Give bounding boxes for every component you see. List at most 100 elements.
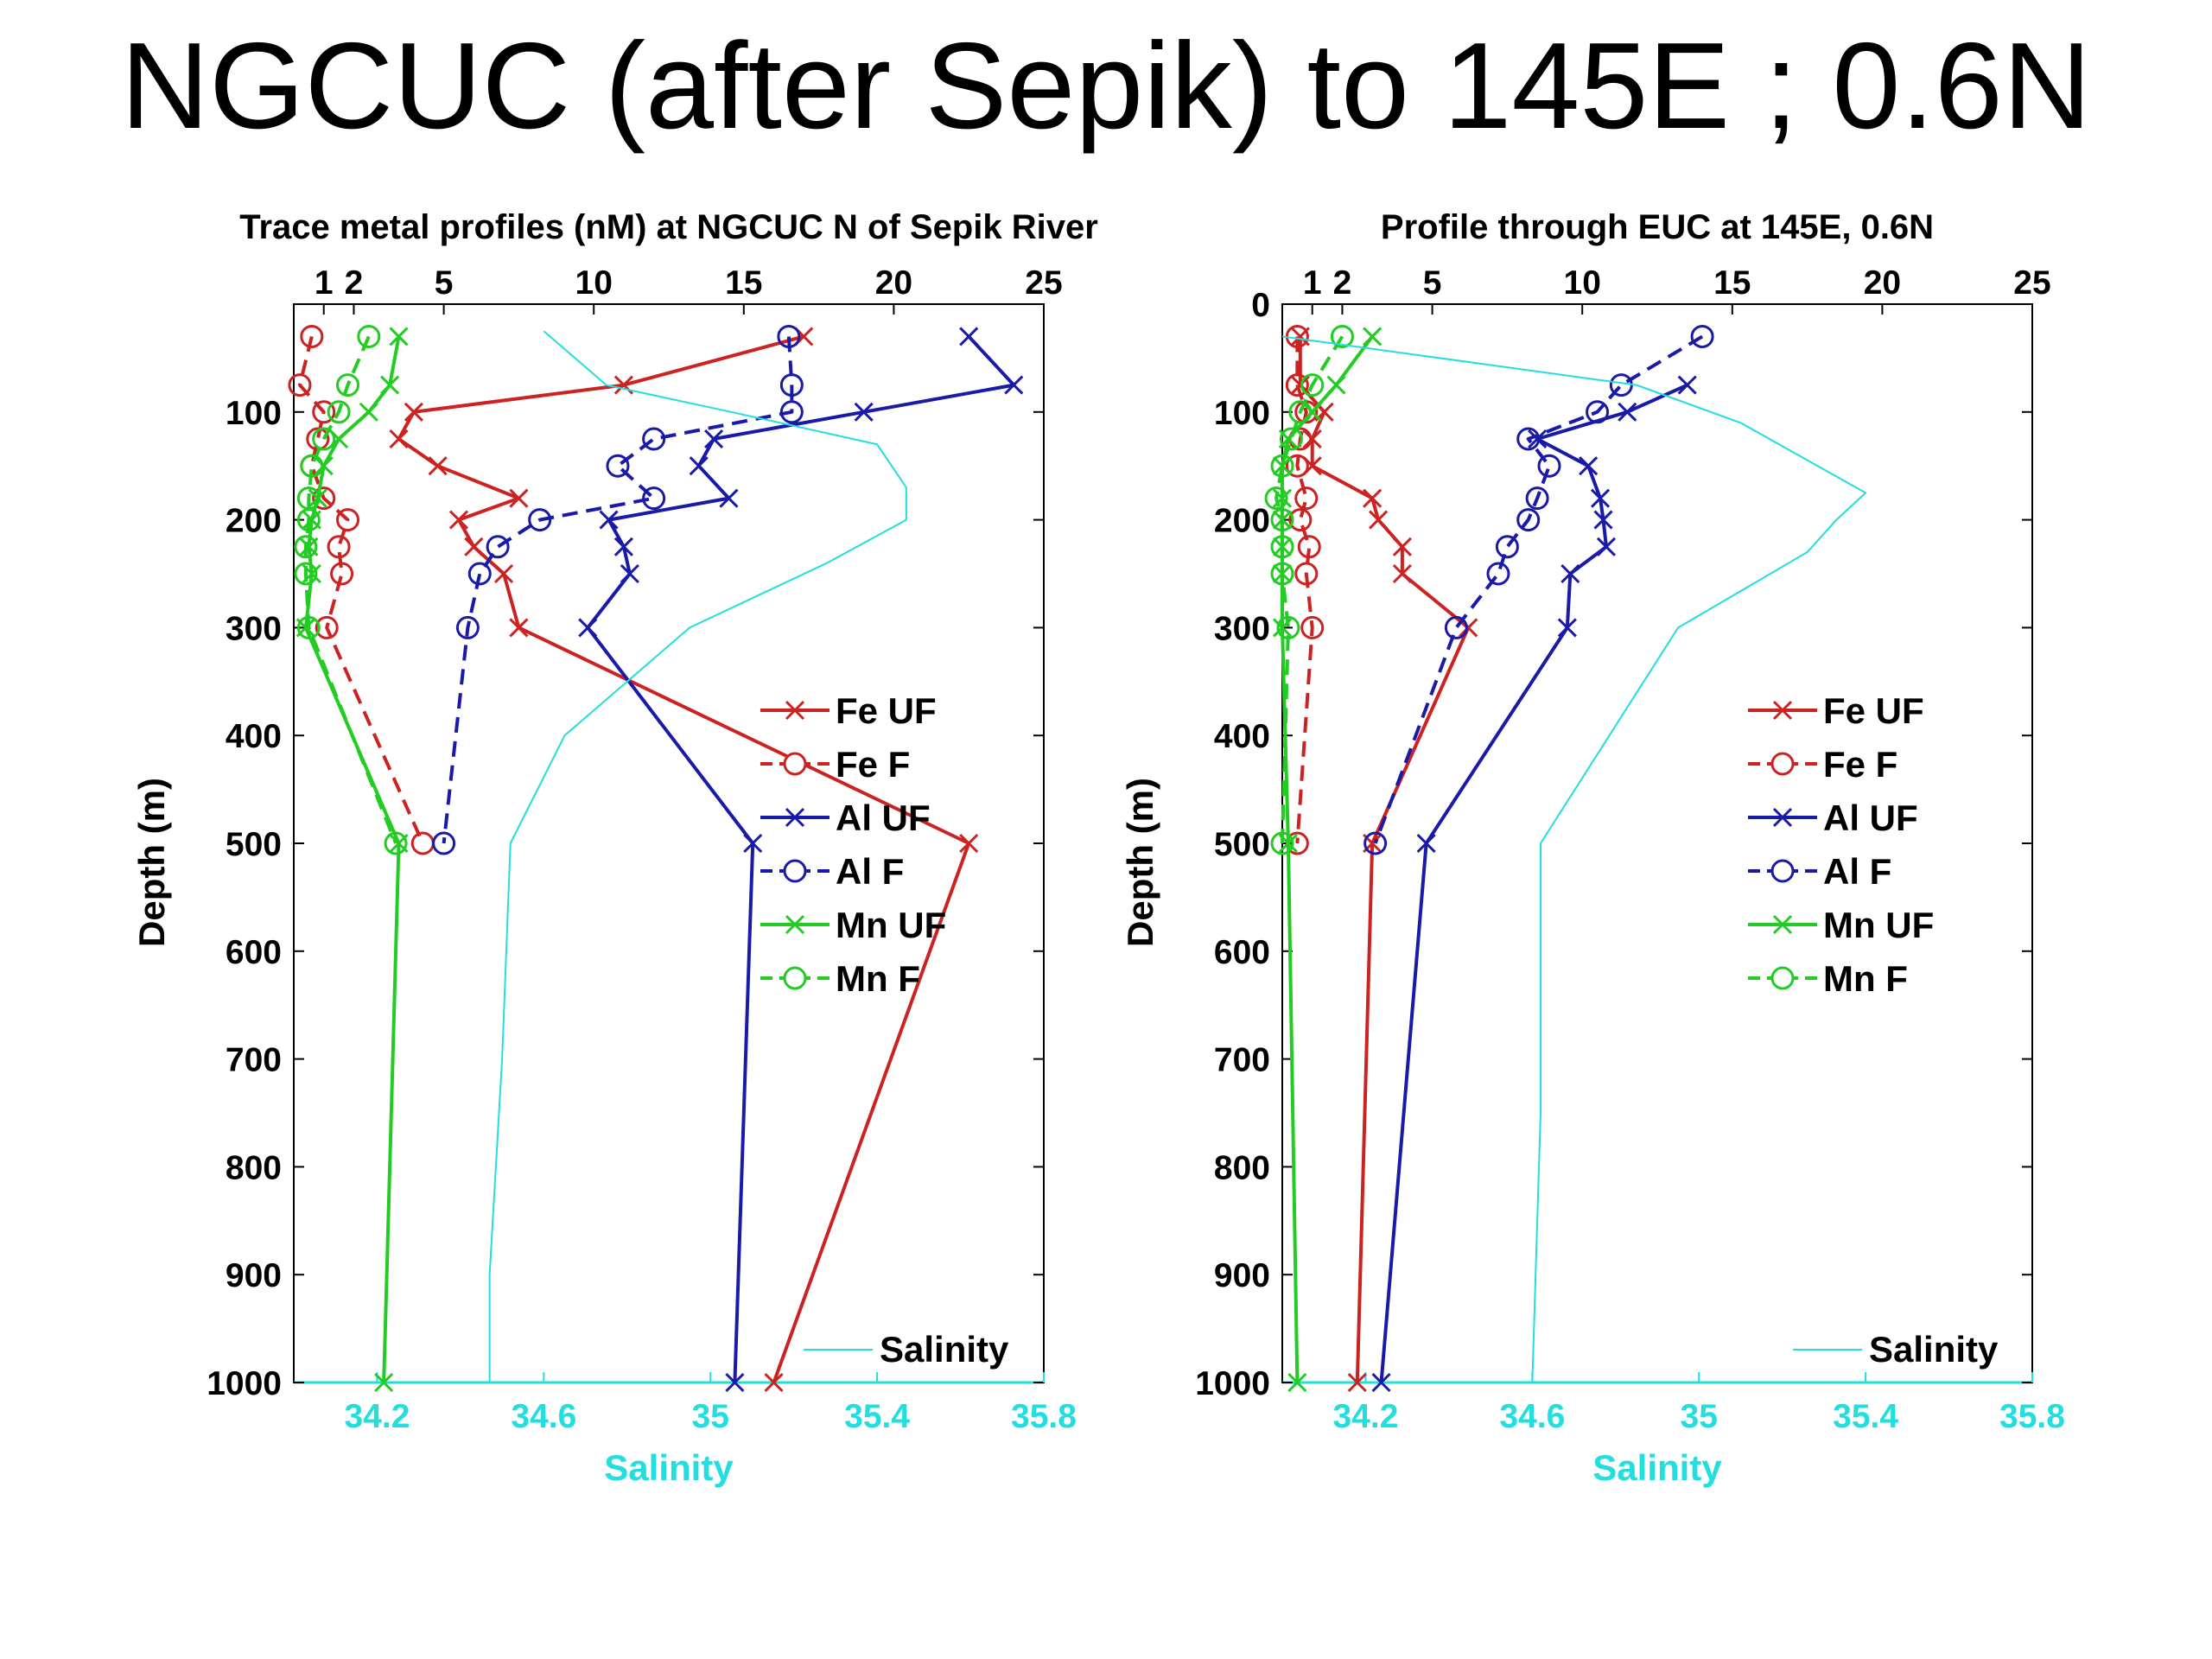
legend-al-uf-label: Al UF xyxy=(1823,798,1918,838)
salinity-tick-label: 34.6 xyxy=(1499,1398,1565,1435)
fe-f-point xyxy=(1297,535,1321,559)
depth-tick-label: 900 xyxy=(1214,1257,1270,1294)
mn-f-point xyxy=(335,373,359,397)
mn-uf-point xyxy=(314,456,334,476)
fe-f-point xyxy=(1300,615,1325,639)
fe-f-point xyxy=(330,562,354,586)
top-tick-label: 20 xyxy=(1864,264,1901,302)
fe-f-line xyxy=(297,335,425,844)
al-uf-point xyxy=(1371,1372,1391,1393)
fe-f-point xyxy=(315,615,339,639)
al-uf-point xyxy=(959,327,979,346)
al-uf-point xyxy=(1579,456,1599,476)
al-f-point xyxy=(642,427,666,451)
fe-uf-point xyxy=(764,1372,784,1393)
al-f-point xyxy=(1609,373,1633,397)
depth-tick-label: 500 xyxy=(1214,826,1270,863)
legend-al-f-label: Al F xyxy=(1823,851,1891,892)
depth-tick-label: 100 xyxy=(1214,395,1270,432)
depth-tick-label: 1000 xyxy=(207,1365,282,1402)
salinity-tick-label: 35 xyxy=(692,1398,729,1435)
al-uf-point xyxy=(854,402,874,422)
al-f-point xyxy=(432,831,456,855)
mn-f-point xyxy=(1264,486,1288,511)
legend-al-uf-label: Al UF xyxy=(836,798,931,838)
legend-mn-f-marker xyxy=(783,966,807,990)
mn-f-point xyxy=(1288,400,1313,424)
depth-tick-label: 400 xyxy=(226,718,282,755)
al-f-point xyxy=(1444,615,1468,639)
al-f-point xyxy=(1516,508,1541,532)
legend-salinity-label: Salinity xyxy=(1869,1329,1999,1370)
fe-f-point xyxy=(312,400,336,424)
salinity-tick-label: 34.2 xyxy=(344,1398,410,1435)
salinity-line xyxy=(488,330,907,1382)
mn-uf-point xyxy=(359,402,378,422)
top-tick-label: 1 xyxy=(1303,264,1322,302)
depth-tick-label: 600 xyxy=(1214,934,1270,971)
salinity-tick-label: 35.4 xyxy=(844,1398,910,1435)
al-f-point xyxy=(606,454,630,478)
mn-f-point xyxy=(1300,373,1325,397)
depth-tick-label: 0 xyxy=(1251,287,1270,324)
legend-al-uf-marker xyxy=(785,807,805,828)
salinity-tick-label: 34.2 xyxy=(1332,1398,1398,1435)
al-uf-point xyxy=(613,537,633,556)
mn-f-point xyxy=(1279,427,1303,451)
mn-uf-point xyxy=(1272,456,1293,476)
salinity-line xyxy=(1281,335,1867,1383)
al-f-point xyxy=(777,324,801,348)
legend-mn-uf-marker xyxy=(1772,914,1793,935)
fe-uf-line xyxy=(1298,336,1471,1383)
mn-f-point xyxy=(327,400,351,424)
fe-uf-point xyxy=(1347,1372,1367,1393)
salinity-tick-label: 35.8 xyxy=(1999,1398,2065,1435)
depth-tick-label: 700 xyxy=(1214,1042,1270,1079)
legend-salinity-label: Salinity xyxy=(880,1329,1009,1370)
legend-fe-uf-label: Fe UF xyxy=(1823,690,1924,731)
al-f-point xyxy=(1516,427,1541,451)
al-f-point xyxy=(779,373,804,397)
depth-tick-label: 700 xyxy=(226,1042,282,1079)
al-uf-point xyxy=(1618,402,1637,422)
mn-uf-point xyxy=(1302,402,1322,422)
depth-tick-label: 300 xyxy=(226,610,282,647)
fe-uf-point xyxy=(1302,429,1322,449)
mn-f-point xyxy=(1276,615,1300,639)
al-uf-point xyxy=(719,488,739,508)
al-uf-point xyxy=(578,618,598,638)
depth-tick-label: 200 xyxy=(1214,503,1270,540)
salinity-tick-label: 35.4 xyxy=(1833,1398,1898,1435)
top-tick-label: 5 xyxy=(435,264,454,302)
fe-uf-point xyxy=(959,833,979,854)
mn-f-point xyxy=(1330,324,1354,348)
salinity-tick-label: 34.6 xyxy=(511,1398,576,1435)
al-uf-point xyxy=(725,1372,745,1393)
legend-al-f-marker xyxy=(1770,859,1795,883)
al-uf-point xyxy=(1590,488,1611,508)
top-tick-label: 2 xyxy=(345,264,364,302)
al-f-point xyxy=(642,486,666,511)
mn-f-point xyxy=(294,535,318,559)
al-f-point xyxy=(467,562,492,586)
legend-fe-f-marker xyxy=(783,752,807,776)
fe-uf-point xyxy=(493,563,514,584)
top-tick-label: 20 xyxy=(875,264,912,302)
al-uf-point xyxy=(1557,618,1577,638)
mn-uf-point xyxy=(374,1372,394,1393)
al-uf-line xyxy=(586,335,1016,1383)
al-f-line xyxy=(1373,334,1704,844)
fe-uf-point xyxy=(428,456,448,476)
mn-f-point xyxy=(384,831,408,855)
al-uf-point xyxy=(1528,429,1548,449)
fe-f-point xyxy=(1285,454,1309,478)
top-tick-label: 2 xyxy=(1333,264,1352,302)
fe-uf-point xyxy=(389,429,409,449)
mn-f-point xyxy=(312,427,336,451)
mn-f-point xyxy=(1270,831,1294,855)
depth-tick-label: 100 xyxy=(226,395,282,432)
depth-tick-label: 300 xyxy=(1214,610,1270,647)
panel-title: Trace metal profiles (nM) at NGCUC N of … xyxy=(239,208,1098,246)
mn-f-point xyxy=(296,615,321,639)
